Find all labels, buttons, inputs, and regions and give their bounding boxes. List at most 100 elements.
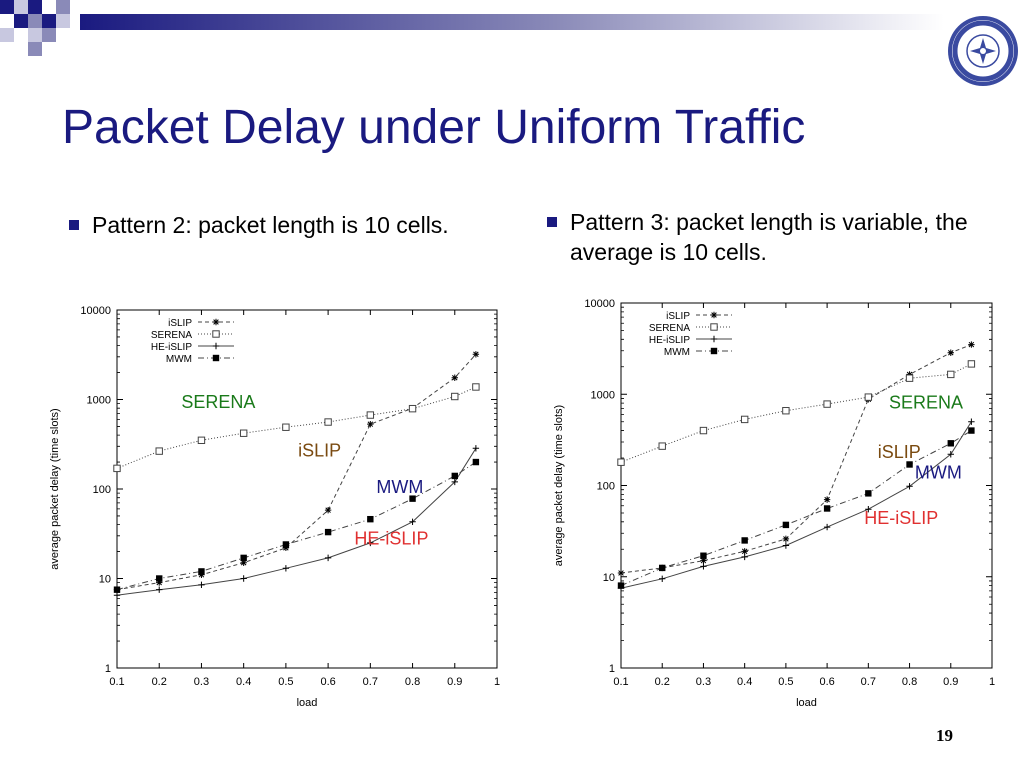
data-point — [282, 541, 290, 548]
data-point — [741, 553, 748, 561]
data-point — [367, 420, 374, 428]
annotation-islip: iSLIP — [878, 442, 921, 462]
data-point — [782, 407, 790, 415]
data-point — [967, 360, 976, 368]
bullet-square-icon — [69, 220, 79, 230]
data-point — [451, 374, 458, 381]
legend-marker — [710, 335, 718, 343]
legend-label: iSLIP — [666, 311, 690, 322]
series-serena — [113, 383, 480, 473]
data-point — [968, 418, 975, 425]
legend-label: MWM — [166, 354, 192, 365]
y-tick-label: 1 — [609, 663, 615, 675]
data-point — [282, 544, 290, 552]
data-point — [409, 518, 416, 526]
data-point — [617, 569, 625, 577]
annotation-he-islip: HE-iSLIP — [864, 508, 938, 528]
series-line-serena — [620, 363, 972, 463]
y-tick-label: 100 — [93, 484, 111, 496]
series-line-mwm — [116, 461, 477, 591]
data-point — [113, 592, 121, 599]
legend-marker — [212, 354, 220, 362]
data-point — [198, 571, 205, 578]
x-tick-label: 0.2 — [655, 676, 670, 688]
x-tick-label: 0.2 — [152, 676, 167, 688]
y-tick-label: 10000 — [80, 305, 111, 317]
data-point — [947, 349, 954, 356]
y-tick-label: 1000 — [87, 395, 111, 407]
x-tick-label: 0.8 — [902, 676, 917, 688]
legend-label: SERENA — [649, 323, 690, 334]
series-he-islip — [113, 445, 480, 599]
legend-marker — [212, 318, 220, 326]
y-axis-label: average packet delay (time slots) — [49, 408, 61, 569]
data-point — [282, 423, 290, 431]
data-point — [947, 440, 954, 447]
x-tick-label: 0.1 — [109, 676, 124, 688]
x-tick-label: 0.6 — [320, 676, 335, 688]
x-tick-label: 0.9 — [447, 676, 462, 688]
data-point — [947, 370, 955, 379]
y-tick-label: 10000 — [584, 298, 615, 310]
legend-marker-symbol — [710, 347, 718, 355]
data-point — [740, 415, 749, 424]
data-point — [367, 515, 374, 523]
bullet-square-icon — [547, 217, 557, 227]
y-tick-label: 100 — [597, 481, 615, 493]
data-point — [472, 383, 480, 391]
data-point — [906, 371, 913, 378]
y-axis-label: average packet delay (time slots) — [553, 405, 565, 566]
data-point — [823, 496, 831, 503]
legend-marker — [212, 330, 220, 338]
series-line-islip — [116, 353, 477, 591]
data-point — [197, 436, 206, 445]
slide-title: Packet Delay under Uniform Traffic — [62, 101, 806, 154]
university-seal-icon — [948, 16, 1018, 86]
bullet-pattern-3: Pattern 3: packet length is variable, th… — [547, 207, 1010, 267]
annotation-serena: SERENA — [181, 392, 255, 412]
data-point — [324, 418, 332, 426]
data-point — [240, 559, 247, 566]
legend-marker — [710, 347, 718, 355]
series-mwm — [617, 427, 975, 589]
x-tick-label: 0.7 — [363, 676, 378, 688]
series-line-serena — [116, 386, 477, 469]
data-point — [700, 563, 707, 570]
data-point — [366, 411, 375, 419]
legend-marker — [710, 311, 718, 319]
legend-label: HE-iSLIP — [151, 342, 192, 353]
data-point — [968, 341, 975, 348]
bullet-text: Pattern 2: packet length is 10 cells. — [92, 212, 449, 238]
slide-number: 19 — [936, 726, 953, 745]
y-tick-label: 1 — [105, 663, 111, 675]
data-point — [782, 542, 790, 549]
x-tick-label: 0.4 — [236, 676, 251, 688]
data-point — [968, 427, 975, 434]
x-tick-label: 0.8 — [405, 676, 420, 688]
x-tick-label: 0.6 — [819, 676, 834, 688]
data-point — [156, 575, 163, 582]
series-islip — [113, 351, 480, 593]
data-point — [865, 490, 872, 497]
data-point — [700, 552, 707, 559]
data-point — [741, 537, 748, 544]
legend-label: HE-iSLIP — [649, 335, 690, 346]
legend-marker-symbol — [212, 330, 220, 338]
data-point — [617, 458, 625, 466]
x-tick-label: 0.3 — [696, 676, 711, 688]
series-line-islip — [620, 344, 972, 574]
annotation-islip: iSLIP — [298, 441, 341, 461]
data-point — [451, 478, 458, 486]
data-point — [472, 351, 480, 358]
x-tick-label: 0.9 — [943, 676, 958, 688]
data-point — [240, 575, 247, 582]
x-tick-label: 0.5 — [278, 676, 293, 688]
data-point — [324, 528, 332, 536]
x-axis-label: load — [297, 697, 318, 709]
legend-marker-symbol — [710, 311, 718, 319]
legend-marker-symbol — [710, 323, 718, 331]
data-point — [906, 461, 913, 468]
x-tick-label: 1 — [989, 676, 995, 688]
data-point — [659, 575, 666, 582]
data-point — [782, 521, 790, 529]
